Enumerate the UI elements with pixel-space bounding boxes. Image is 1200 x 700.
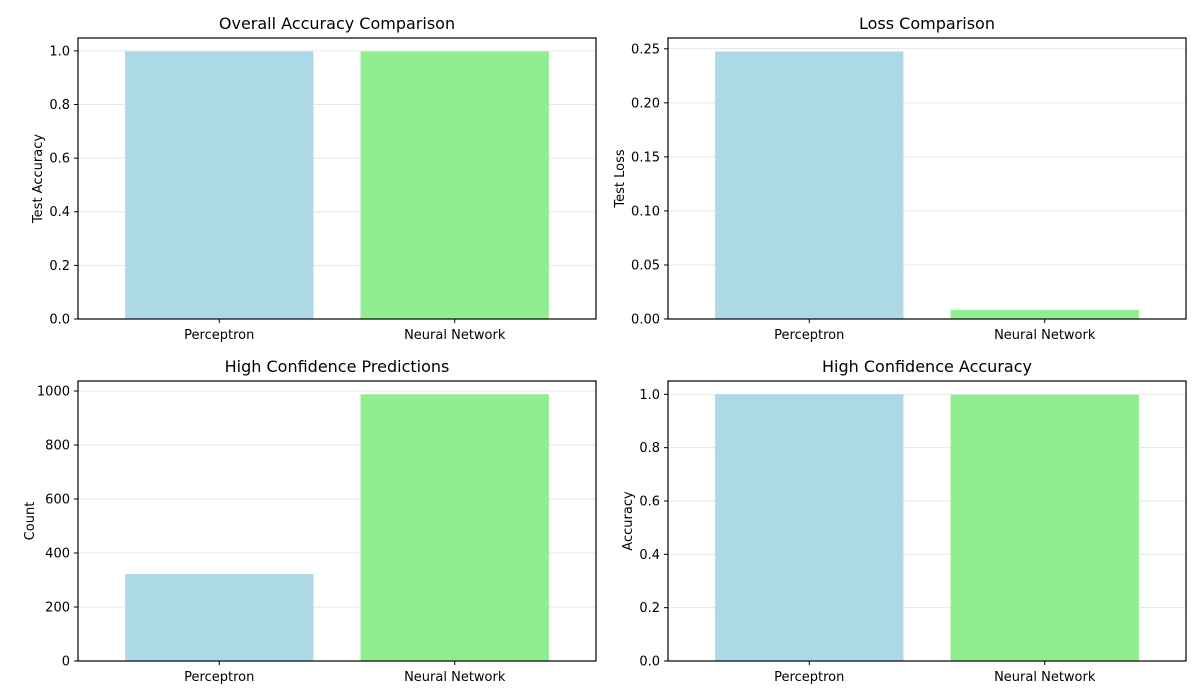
bar-neural-network	[360, 394, 549, 661]
y-tick-label: 0.05	[631, 258, 660, 273]
y-tick-label: 800	[45, 438, 70, 453]
x-tick-label: Perceptron	[184, 328, 254, 343]
bar-perceptron	[125, 574, 314, 661]
y-tick-label: 1.0	[49, 44, 70, 59]
y-axis-label: Accuracy	[621, 491, 636, 551]
y-tick-label: 1000	[37, 384, 70, 399]
y-tick-label: 0.25	[631, 42, 660, 57]
y-tick-label: 0.6	[49, 152, 70, 167]
y-tick-label: 600	[45, 492, 70, 507]
x-tick-label: Perceptron	[184, 670, 254, 685]
axes-frame	[667, 380, 1187, 662]
y-tick-label: 0.8	[49, 98, 70, 113]
bar-neural-network	[360, 51, 549, 319]
y-axis-label: Test Accuracy	[31, 134, 46, 224]
bar-neural-network	[950, 309, 1139, 319]
y-tick-label: 0.20	[631, 96, 660, 111]
bar-perceptron	[715, 394, 904, 661]
chart-title: High Confidence Predictions	[225, 357, 450, 376]
bar-neural-network	[950, 394, 1139, 661]
y-tick-label: 0.2	[639, 601, 660, 616]
y-tick-label: 0.10	[631, 204, 660, 219]
chart-title: Overall Accuracy Comparison	[219, 14, 455, 33]
y-tick-label: 1.0	[639, 388, 660, 403]
y-tick-label: 0.6	[639, 495, 660, 510]
y-tick-label: 0	[62, 655, 70, 670]
x-tick-label: Neural Network	[994, 328, 1096, 343]
x-tick-label: Neural Network	[404, 670, 506, 685]
y-tick-label: 200	[45, 600, 70, 615]
y-tick-label: 0.8	[639, 441, 660, 456]
axes-frame	[667, 37, 1187, 320]
y-tick-label: 0.0	[49, 313, 70, 328]
chart-title: High Confidence Accuracy	[822, 357, 1032, 376]
y-axis-label: Count	[23, 502, 38, 541]
x-tick-label: Neural Network	[994, 670, 1096, 685]
chart-panel-high-confidence-predictions: Perceptron Neural Network 0 200 400 600 800 100…	[23, 357, 597, 685]
chart-panel-overall-accuracy: Perceptron Neural Network 0.0 0.2 0.4 0.6 0.8 1…	[31, 14, 597, 343]
chart-panel-loss: Perceptron Neural Network 0.00 0.05 0.10 0.15…	[613, 14, 1187, 343]
y-tick-label: 0.4	[49, 205, 70, 220]
y-tick-label: 0.00	[631, 313, 660, 328]
y-tick-label: 400	[45, 546, 70, 561]
y-axis-label: Test Loss	[613, 149, 628, 208]
bar-perceptron	[125, 51, 314, 319]
x-tick-label: Neural Network	[404, 328, 506, 343]
bar-perceptron	[715, 51, 904, 320]
y-tick-label: 0.2	[49, 259, 70, 274]
x-tick-label: Perceptron	[774, 670, 844, 685]
axes-frame	[77, 380, 597, 662]
x-tick-label: Perceptron	[774, 328, 844, 343]
chart-title: Loss Comparison	[859, 14, 995, 33]
y-tick-label: 0.4	[639, 548, 660, 563]
y-tick-label: 0.0	[639, 655, 660, 670]
chart-panel-high-confidence-accuracy: Perceptron Neural Network 0.0 0.2 0.4 0.6 0.8 1…	[621, 357, 1187, 685]
y-tick-label: 0.15	[631, 150, 660, 165]
axes-frame	[77, 37, 597, 320]
